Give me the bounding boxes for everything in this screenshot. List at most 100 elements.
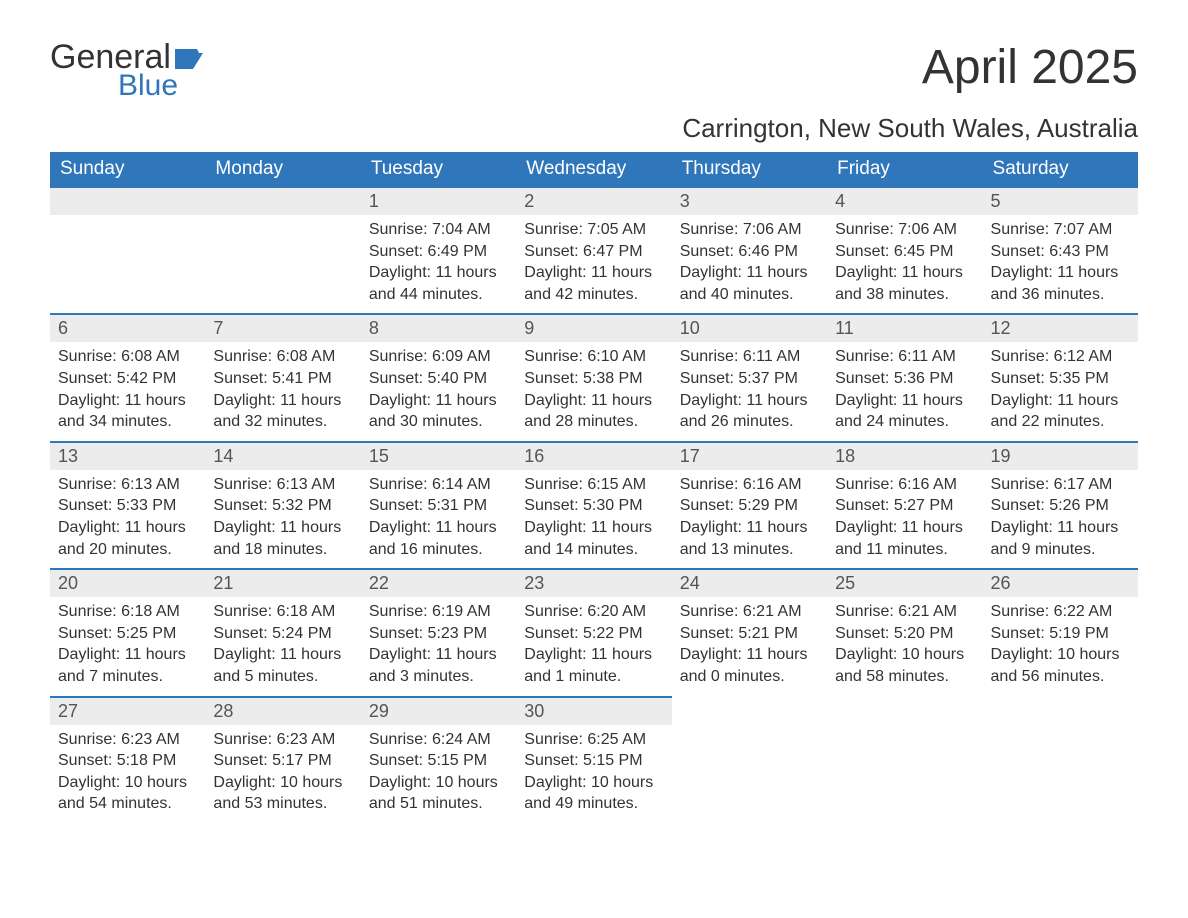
col-wednesday: Wednesday xyxy=(516,152,671,186)
day-wrap: 6Sunrise: 6:08 AMSunset: 5:42 PMDaylight… xyxy=(50,313,205,440)
day-number: 4 xyxy=(827,188,982,215)
sunset-text: Sunset: 5:31 PM xyxy=(369,495,508,517)
calendar-week-row: 27Sunrise: 6:23 AMSunset: 5:18 PMDayligh… xyxy=(50,696,1138,823)
sunrise-text: Sunrise: 6:20 AM xyxy=(524,601,663,623)
day-content: Sunrise: 6:08 AMSunset: 5:41 PMDaylight:… xyxy=(205,342,360,440)
calendar-cell: 2Sunrise: 7:05 AMSunset: 6:47 PMDaylight… xyxy=(516,186,671,313)
sunrise-text: Sunrise: 6:10 AM xyxy=(524,346,663,368)
day-wrap: 7Sunrise: 6:08 AMSunset: 5:41 PMDaylight… xyxy=(205,313,360,440)
calendar-cell xyxy=(672,696,827,823)
day-wrap: 17Sunrise: 6:16 AMSunset: 5:29 PMDayligh… xyxy=(672,441,827,568)
day-number: 28 xyxy=(205,698,360,725)
daylight-text: Daylight: 11 hours and 22 minutes. xyxy=(991,390,1130,433)
day-content: Sunrise: 6:13 AMSunset: 5:33 PMDaylight:… xyxy=(50,470,205,568)
logo: General Blue xyxy=(50,40,209,101)
day-content: Sunrise: 7:05 AMSunset: 6:47 PMDaylight:… xyxy=(516,215,671,313)
calendar-week-row: 13Sunrise: 6:13 AMSunset: 5:33 PMDayligh… xyxy=(50,441,1138,568)
col-monday: Monday xyxy=(205,152,360,186)
sunrise-text: Sunrise: 7:04 AM xyxy=(369,219,508,241)
sunrise-text: Sunrise: 6:15 AM xyxy=(524,474,663,496)
daylight-text: Daylight: 11 hours and 13 minutes. xyxy=(680,517,819,560)
day-content: Sunrise: 6:18 AMSunset: 5:25 PMDaylight:… xyxy=(50,597,205,695)
day-wrap: 22Sunrise: 6:19 AMSunset: 5:23 PMDayligh… xyxy=(361,568,516,695)
daylight-text: Daylight: 11 hours and 7 minutes. xyxy=(58,644,197,687)
calendar-cell: 18Sunrise: 6:16 AMSunset: 5:27 PMDayligh… xyxy=(827,441,982,568)
day-wrap: 3Sunrise: 7:06 AMSunset: 6:46 PMDaylight… xyxy=(672,186,827,313)
calendar-cell: 17Sunrise: 6:16 AMSunset: 5:29 PMDayligh… xyxy=(672,441,827,568)
calendar-cell: 7Sunrise: 6:08 AMSunset: 5:41 PMDaylight… xyxy=(205,313,360,440)
sunset-text: Sunset: 5:20 PM xyxy=(835,623,974,645)
col-thursday: Thursday xyxy=(672,152,827,186)
sunset-text: Sunset: 5:21 PM xyxy=(680,623,819,645)
day-wrap: 16Sunrise: 6:15 AMSunset: 5:30 PMDayligh… xyxy=(516,441,671,568)
sunrise-text: Sunrise: 6:12 AM xyxy=(991,346,1130,368)
sunset-text: Sunset: 5:24 PM xyxy=(213,623,352,645)
calendar-cell xyxy=(983,696,1138,823)
day-number: 27 xyxy=(50,698,205,725)
calendar-cell: 21Sunrise: 6:18 AMSunset: 5:24 PMDayligh… xyxy=(205,568,360,695)
day-number: 23 xyxy=(516,570,671,597)
day-number: 7 xyxy=(205,315,360,342)
calendar-cell: 22Sunrise: 6:19 AMSunset: 5:23 PMDayligh… xyxy=(361,568,516,695)
day-wrap: 14Sunrise: 6:13 AMSunset: 5:32 PMDayligh… xyxy=(205,441,360,568)
sunrise-text: Sunrise: 6:23 AM xyxy=(213,729,352,751)
day-wrap: 1Sunrise: 7:04 AMSunset: 6:49 PMDaylight… xyxy=(361,186,516,313)
day-wrap: 21Sunrise: 6:18 AMSunset: 5:24 PMDayligh… xyxy=(205,568,360,695)
page-title: April 2025 xyxy=(682,40,1138,95)
day-wrap: 13Sunrise: 6:13 AMSunset: 5:33 PMDayligh… xyxy=(50,441,205,568)
sunrise-text: Sunrise: 6:21 AM xyxy=(835,601,974,623)
sunset-text: Sunset: 5:42 PM xyxy=(58,368,197,390)
calendar-cell: 25Sunrise: 6:21 AMSunset: 5:20 PMDayligh… xyxy=(827,568,982,695)
daylight-text: Daylight: 11 hours and 5 minutes. xyxy=(213,644,352,687)
daylight-text: Daylight: 10 hours and 53 minutes. xyxy=(213,772,352,815)
daylight-text: Daylight: 11 hours and 28 minutes. xyxy=(524,390,663,433)
sunset-text: Sunset: 5:30 PM xyxy=(524,495,663,517)
calendar-cell xyxy=(827,696,982,823)
daylight-text: Daylight: 11 hours and 9 minutes. xyxy=(991,517,1130,560)
sunrise-text: Sunrise: 6:21 AM xyxy=(680,601,819,623)
calendar-cell: 13Sunrise: 6:13 AMSunset: 5:33 PMDayligh… xyxy=(50,441,205,568)
day-number: 21 xyxy=(205,570,360,597)
sunrise-text: Sunrise: 6:25 AM xyxy=(524,729,663,751)
day-number: 26 xyxy=(983,570,1138,597)
day-content: Sunrise: 6:16 AMSunset: 5:27 PMDaylight:… xyxy=(827,470,982,568)
sunset-text: Sunset: 5:15 PM xyxy=(524,750,663,772)
calendar-cell: 29Sunrise: 6:24 AMSunset: 5:15 PMDayligh… xyxy=(361,696,516,823)
col-sunday: Sunday xyxy=(50,152,205,186)
day-number: 6 xyxy=(50,315,205,342)
daylight-text: Daylight: 11 hours and 18 minutes. xyxy=(213,517,352,560)
day-number: 10 xyxy=(672,315,827,342)
day-wrap: 5Sunrise: 7:07 AMSunset: 6:43 PMDaylight… xyxy=(983,186,1138,313)
sunset-text: Sunset: 6:45 PM xyxy=(835,241,974,263)
day-content: Sunrise: 7:06 AMSunset: 6:46 PMDaylight:… xyxy=(672,215,827,313)
sunset-text: Sunset: 5:29 PM xyxy=(680,495,819,517)
sunrise-text: Sunrise: 6:22 AM xyxy=(991,601,1130,623)
daylight-text: Daylight: 11 hours and 24 minutes. xyxy=(835,390,974,433)
calendar-cell: 26Sunrise: 6:22 AMSunset: 5:19 PMDayligh… xyxy=(983,568,1138,695)
day-content: Sunrise: 6:19 AMSunset: 5:23 PMDaylight:… xyxy=(361,597,516,695)
sunrise-text: Sunrise: 6:14 AM xyxy=(369,474,508,496)
day-content: Sunrise: 6:11 AMSunset: 5:36 PMDaylight:… xyxy=(827,342,982,440)
day-number: 9 xyxy=(516,315,671,342)
day-number: 1 xyxy=(361,188,516,215)
day-wrap: 20Sunrise: 6:18 AMSunset: 5:25 PMDayligh… xyxy=(50,568,205,695)
sunrise-text: Sunrise: 6:16 AM xyxy=(835,474,974,496)
day-number: 13 xyxy=(50,443,205,470)
sunset-text: Sunset: 6:46 PM xyxy=(680,241,819,263)
daylight-text: Daylight: 11 hours and 3 minutes. xyxy=(369,644,508,687)
day-number: 3 xyxy=(672,188,827,215)
sunrise-text: Sunrise: 6:24 AM xyxy=(369,729,508,751)
calendar-cell: 19Sunrise: 6:17 AMSunset: 5:26 PMDayligh… xyxy=(983,441,1138,568)
day-wrap: 8Sunrise: 6:09 AMSunset: 5:40 PMDaylight… xyxy=(361,313,516,440)
calendar-cell: 5Sunrise: 7:07 AMSunset: 6:43 PMDaylight… xyxy=(983,186,1138,313)
daylight-text: Daylight: 10 hours and 49 minutes. xyxy=(524,772,663,815)
day-content: Sunrise: 6:13 AMSunset: 5:32 PMDaylight:… xyxy=(205,470,360,568)
day-number: 12 xyxy=(983,315,1138,342)
day-wrap: 27Sunrise: 6:23 AMSunset: 5:18 PMDayligh… xyxy=(50,696,205,823)
day-content: Sunrise: 6:21 AMSunset: 5:21 PMDaylight:… xyxy=(672,597,827,695)
day-wrap xyxy=(205,186,360,215)
daylight-text: Daylight: 11 hours and 26 minutes. xyxy=(680,390,819,433)
day-wrap xyxy=(50,186,205,215)
calendar-cell xyxy=(205,186,360,313)
day-number: 20 xyxy=(50,570,205,597)
